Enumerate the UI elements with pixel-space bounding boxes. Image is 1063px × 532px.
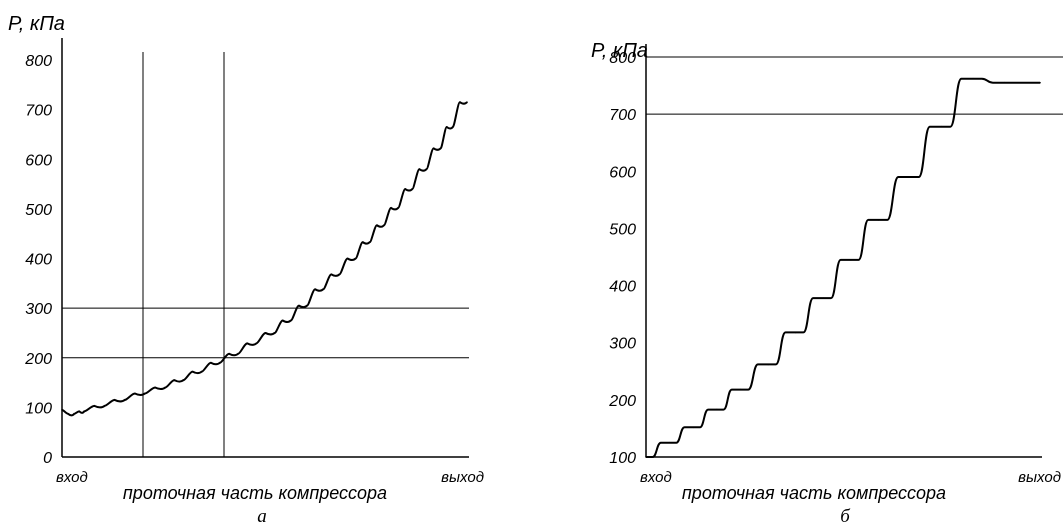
chart-b: P, кПа 100 200 300 400 500 600 700 800 вход выход п… <box>591 40 1063 527</box>
chart-b-x-start-label: вход <box>640 469 672 486</box>
chart-b-point-6 <box>767 363 769 366</box>
chart-a-series-1 <box>61 101 468 417</box>
chart-b-y-tick-300: 300 <box>609 336 636 353</box>
chart-b-point-15 <box>1039 81 1041 84</box>
chart-b-y-tick-700: 700 <box>609 107 636 124</box>
chart-a-point-25 <box>452 126 454 128</box>
chart-b-point-5 <box>739 388 742 391</box>
chart-b-y-tick-600: 600 <box>609 164 636 181</box>
chart-a-x-axis-label: проточная часть компрессора <box>123 483 387 503</box>
chart-a-point-11 <box>237 352 239 355</box>
chart-a-y-tick-300: 300 <box>25 301 52 318</box>
chart-a-x-end-label: выход <box>441 469 484 486</box>
chart-a-point-1 <box>61 409 63 411</box>
chart-b-point-1 <box>645 456 647 458</box>
chart-a-point-22 <box>411 188 414 190</box>
chart-a-y-tick-0: 0 <box>43 450 52 467</box>
chart-a: P, кПа 0 100 200 300 400 500 600 700 800 вход выход… <box>8 13 484 527</box>
chart-a-point-5 <box>123 399 126 401</box>
chart-b-point-7 <box>794 331 797 334</box>
chart-b-y-tick-400: 400 <box>609 279 636 296</box>
chart-a-point-3 <box>83 410 86 413</box>
chart-a-point-13 <box>273 332 276 334</box>
chart-b-y-tick-500: 500 <box>609 221 636 238</box>
chart-b-y-axis-label: P, кПа <box>591 40 648 62</box>
chart-a-y-tick-100: 100 <box>25 400 52 417</box>
chart-a-point-17 <box>338 273 341 276</box>
chart-b-y-tick-100: 100 <box>609 450 636 467</box>
chart-a-point-8 <box>182 379 185 381</box>
chart-a-y-tick-800: 800 <box>25 53 52 70</box>
chart-b-point-4 <box>716 408 718 411</box>
chart-b-point-8 <box>822 297 825 299</box>
chart-a-point-14 <box>290 319 292 322</box>
chart-b-point-10 <box>877 219 880 221</box>
chart-b-series-1 <box>646 77 1040 458</box>
chart-a-point-15 <box>306 304 308 307</box>
chart-a-y-tick-200: 200 <box>24 351 52 368</box>
chart-a-point-16 <box>322 288 325 291</box>
chart-b-point-3 <box>692 426 695 429</box>
chart-b-point-9 <box>850 259 852 261</box>
chart-a-point-23 <box>425 168 428 170</box>
chart-a-y-tick-600: 600 <box>25 152 52 169</box>
chart-b-point-12 <box>940 125 943 128</box>
chart-a-point-9 <box>200 370 203 373</box>
chart-a-point-4 <box>103 405 106 407</box>
chart-b-y-tick-800: 800 <box>609 50 636 67</box>
chart-a-point-6 <box>144 392 146 395</box>
chart-a-point-18 <box>354 257 357 260</box>
chart-a-point-2 <box>73 413 75 415</box>
chart-a-y-tick-400: 400 <box>25 252 52 269</box>
chart-b-point-13 <box>972 77 974 80</box>
chart-a-panel-label: а <box>257 506 267 527</box>
chart-a-point-24 <box>439 147 442 150</box>
chart-a-y-tick-500: 500 <box>25 202 52 219</box>
chart-a-point-26 <box>466 101 468 103</box>
chart-a-y-axis-label: P, кПа <box>8 13 65 35</box>
chart-b-point-11 <box>909 176 911 178</box>
chart-b-y-tick-200: 200 <box>608 393 636 410</box>
chart-a-point-7 <box>164 386 167 389</box>
chart-a-point-21 <box>397 207 399 209</box>
chart-a-x-start-label: вход <box>56 469 88 486</box>
chart-a-point-20 <box>383 224 385 227</box>
chart-b-panel-label: б <box>840 506 851 527</box>
chart-a-point-10 <box>219 361 221 364</box>
chart-b-point-2 <box>668 441 671 444</box>
chart-a-y-tick-700: 700 <box>25 103 52 120</box>
chart-a-point-12 <box>255 342 258 345</box>
chart-b-x-end-label: выход <box>1018 469 1061 486</box>
chart-a-point-19 <box>369 241 371 243</box>
chart-b-point-14 <box>1003 81 1006 84</box>
chart-b-x-axis-label: проточная часть компрессора <box>682 483 946 503</box>
